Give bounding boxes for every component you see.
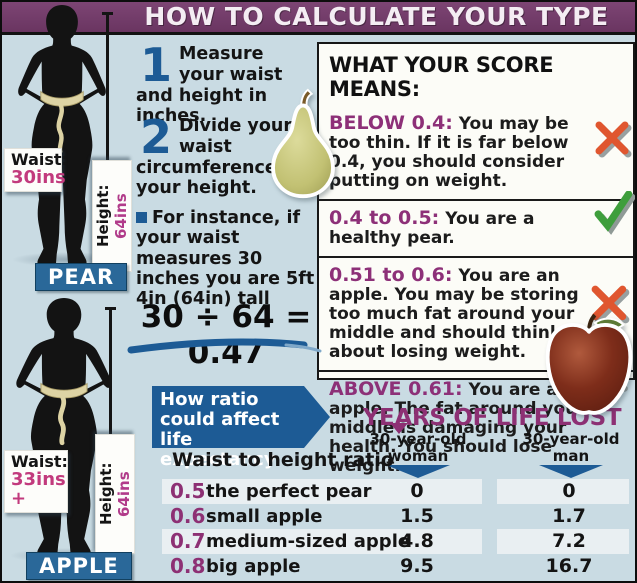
check-icon <box>593 191 637 235</box>
column-header-man: 30-year-old man <box>522 430 620 465</box>
waist-label-text: Waist: <box>11 452 68 471</box>
score-item-above-0-61: ABOVE 0.61: You are an apple. The fat ar… <box>319 370 633 484</box>
score-range: ABOVE 0.61: <box>329 378 463 400</box>
woman-value: 0 <box>410 480 424 502</box>
purple-down-arrow-icon <box>390 423 408 434</box>
row-strip <box>497 479 629 504</box>
ratio-label: the perfect pear <box>206 481 372 502</box>
row-strip <box>497 529 629 554</box>
score-range: BELOW 0.4: <box>329 112 453 134</box>
apple-image <box>545 314 633 415</box>
man-value: 1.7 <box>552 505 586 527</box>
pear-height-label: Height: 64ins <box>92 160 132 272</box>
brush-underline <box>127 338 322 354</box>
woman-value: 4.8 <box>400 530 434 552</box>
pear-image <box>271 88 335 199</box>
table-row: 0.5 the perfect pear 0 0 <box>144 479 635 504</box>
ratio-value: 0.7 <box>170 529 206 553</box>
height-value-text: 64ins <box>112 193 130 239</box>
height-label-text: Height: <box>97 462 115 526</box>
example-note: For instance, if your waist measures 30 … <box>136 208 324 309</box>
apple-type-badge: APPLE <box>26 552 132 580</box>
waist-value-text: 33ins + <box>11 468 66 509</box>
step-2: 2 Divide your waist circumference by you… <box>136 110 314 199</box>
waist-label-text: Waist: <box>11 150 68 169</box>
step-2-number: 2 <box>140 110 173 164</box>
cross-icon <box>593 118 635 160</box>
ratio-label: big apple <box>206 556 301 577</box>
example-note-text: For instance, if your waist measures 30 … <box>136 208 315 310</box>
pear-type-badge: PEAR <box>35 263 128 291</box>
callout-arrow-icon <box>304 386 330 448</box>
column-header-woman: 30-year-old woman <box>369 430 467 465</box>
man-value: 16.7 <box>545 555 593 577</box>
ratio-label: small apple <box>206 506 323 527</box>
table-row-header: Waist to height ratio <box>172 449 394 471</box>
man-value: 7.2 <box>552 530 586 552</box>
table-row: 0.7 medium-sized apple 4.8 7.2 <box>144 529 635 554</box>
table-row: 0.8 big apple 9.5 16.7 <box>144 554 635 579</box>
woman-value: 1.5 <box>400 505 434 527</box>
score-item-0-4-to-0-5: 0.4 to 0.5: You are a healthy pear. <box>319 199 633 256</box>
score-text: You are an apple. The fat around your mi… <box>329 380 586 476</box>
bullet-square-icon <box>136 212 147 223</box>
life-expectancy-callout: How ratio could affect life expectancy <box>152 386 304 470</box>
score-range: 0.51 to 0.6: <box>329 264 453 286</box>
height-value-text: 64ins <box>115 471 133 517</box>
step-1-text: Measure your waist and height in inches. <box>136 44 283 127</box>
ratio-value: 0.6 <box>170 504 206 528</box>
score-panel: WHAT YOUR SCORE MEANS: BELOW 0.4: You ma… <box>317 42 635 476</box>
score-item-below-0-4: BELOW 0.4: You may be too thin. If it is… <box>319 106 633 199</box>
ratio-value: 0.5 <box>170 479 206 503</box>
woman-value: 9.5 <box>400 555 434 577</box>
score-range: 0.4 to 0.5: <box>329 207 440 229</box>
waist-value-text: 30ins <box>11 166 66 188</box>
ratio-label: medium-sized apple <box>206 531 411 552</box>
score-item-0-51-to-0-6: 0.51 to 0.6: You are an apple. You may b… <box>319 256 633 370</box>
step-1: 1 Measure your waist and height in inche… <box>136 38 314 127</box>
step-1-number: 1 <box>140 38 173 92</box>
table-row: 0.6 small apple 1.5 1.7 <box>144 504 635 529</box>
height-label-text: Height: <box>94 184 112 248</box>
man-value: 0 <box>562 480 576 502</box>
pear-waist-label: Waist: 30ins <box>4 148 68 192</box>
score-panel-title: WHAT YOUR SCORE MEANS: <box>329 53 554 101</box>
step-2-text: Divide your waist circumference by your … <box>136 116 307 199</box>
apple-height-label: Height: 64ins <box>95 434 135 554</box>
row-strip <box>162 529 482 554</box>
ratio-value: 0.8 <box>170 554 206 578</box>
row-strip <box>162 479 482 504</box>
score-text: You may be too thin. If it is far below … <box>329 114 569 191</box>
score-text: You are a healthy pear. <box>329 209 535 248</box>
apple-waist-label: Waist: 33ins + <box>4 450 68 513</box>
score-text: You are an apple. You may be storing too… <box>329 266 579 362</box>
